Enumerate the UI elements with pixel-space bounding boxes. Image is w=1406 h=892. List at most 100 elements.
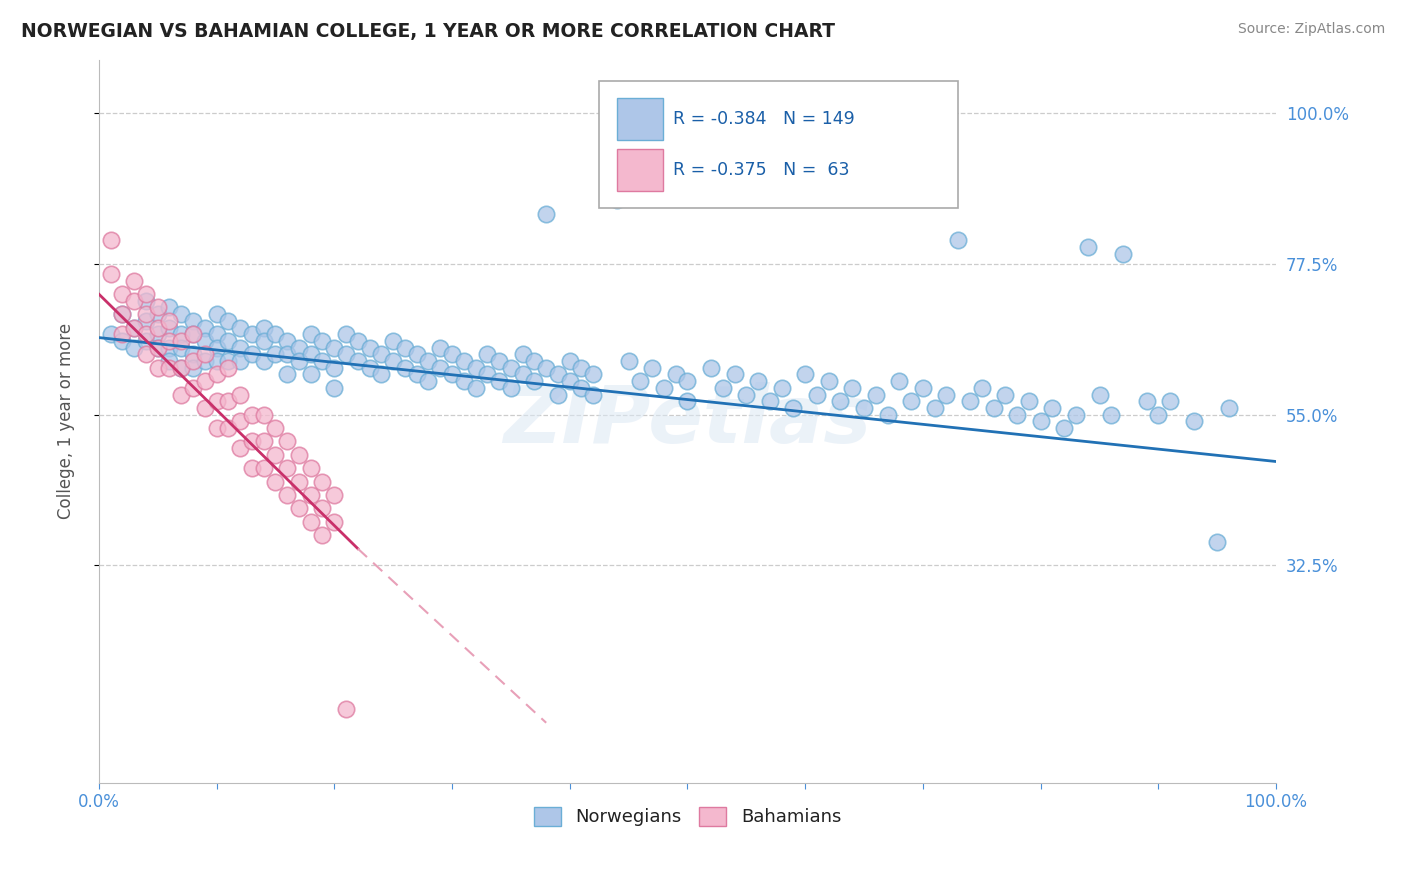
Point <box>122 274 145 288</box>
Point <box>1005 408 1028 422</box>
Point <box>571 381 593 395</box>
Point <box>970 381 993 395</box>
Point <box>205 394 228 409</box>
Point <box>229 320 252 334</box>
Point <box>512 347 534 361</box>
Point <box>159 334 181 348</box>
Point <box>181 327 204 342</box>
Point <box>817 374 839 388</box>
Point <box>676 374 699 388</box>
Point <box>170 387 193 401</box>
Point <box>146 301 169 315</box>
Point <box>418 374 440 388</box>
Point <box>181 327 204 342</box>
Point <box>288 341 311 355</box>
Point <box>100 234 122 248</box>
Text: NORWEGIAN VS BAHAMIAN COLLEGE, 1 YEAR OR MORE CORRELATION CHART: NORWEGIAN VS BAHAMIAN COLLEGE, 1 YEAR OR… <box>21 22 835 41</box>
Point <box>264 475 287 489</box>
Point <box>135 293 157 308</box>
Text: Source: ZipAtlas.com: Source: ZipAtlas.com <box>1237 22 1385 37</box>
Point <box>217 314 239 328</box>
Point <box>194 347 217 361</box>
Point <box>382 334 405 348</box>
Point <box>194 334 217 348</box>
Point <box>1042 401 1064 415</box>
Point <box>440 368 463 382</box>
Point <box>876 408 898 422</box>
Point <box>359 341 381 355</box>
Point <box>205 421 228 435</box>
Point <box>335 327 357 342</box>
Point <box>217 394 239 409</box>
Point <box>1088 387 1111 401</box>
Point <box>453 374 475 388</box>
Text: R = -0.384   N = 149: R = -0.384 N = 149 <box>673 110 855 128</box>
Point <box>1112 247 1135 261</box>
Point <box>1064 408 1087 422</box>
Point <box>534 207 557 221</box>
Point <box>499 360 522 375</box>
Point <box>122 320 145 334</box>
Point <box>429 360 451 375</box>
Point <box>111 287 134 301</box>
Point <box>440 347 463 361</box>
Point <box>252 354 274 368</box>
Point <box>111 307 134 321</box>
Y-axis label: College, 1 year or more: College, 1 year or more <box>58 323 75 519</box>
Point <box>205 354 228 368</box>
Point <box>100 267 122 281</box>
Point <box>205 368 228 382</box>
Point <box>288 354 311 368</box>
Point <box>252 334 274 348</box>
Point <box>159 360 181 375</box>
Point <box>900 394 922 409</box>
Point <box>1053 421 1076 435</box>
Point <box>759 394 782 409</box>
Point <box>146 341 169 355</box>
Point <box>582 387 605 401</box>
Point <box>1147 408 1170 422</box>
Point <box>547 368 569 382</box>
Point <box>617 354 640 368</box>
Point <box>323 515 346 529</box>
Point <box>323 360 346 375</box>
Point <box>418 354 440 368</box>
Point <box>865 387 887 401</box>
Point <box>523 374 546 388</box>
Point <box>523 354 546 368</box>
Point <box>983 401 1005 415</box>
Point <box>181 314 204 328</box>
Point <box>252 408 274 422</box>
Point <box>299 488 322 502</box>
Point <box>299 327 322 342</box>
Point <box>229 414 252 428</box>
Point <box>159 341 181 355</box>
Point <box>311 501 333 516</box>
Point <box>499 381 522 395</box>
Point <box>122 293 145 308</box>
Point <box>582 368 605 382</box>
Point <box>217 334 239 348</box>
Point <box>205 341 228 355</box>
Legend: Norwegians, Bahamians: Norwegians, Bahamians <box>524 797 851 836</box>
Point <box>146 320 169 334</box>
Point <box>512 368 534 382</box>
Point <box>276 434 298 449</box>
Point <box>276 334 298 348</box>
Point <box>359 360 381 375</box>
Point <box>853 401 876 415</box>
FancyBboxPatch shape <box>617 149 662 192</box>
Point <box>711 381 734 395</box>
Point <box>146 327 169 342</box>
Point <box>723 368 745 382</box>
Point <box>770 381 793 395</box>
Point <box>264 347 287 361</box>
Point <box>217 360 239 375</box>
Point <box>477 347 499 361</box>
Point <box>217 421 239 435</box>
Point <box>111 334 134 348</box>
Point <box>394 360 416 375</box>
Point <box>606 194 628 208</box>
Point <box>335 347 357 361</box>
Point <box>924 401 946 415</box>
